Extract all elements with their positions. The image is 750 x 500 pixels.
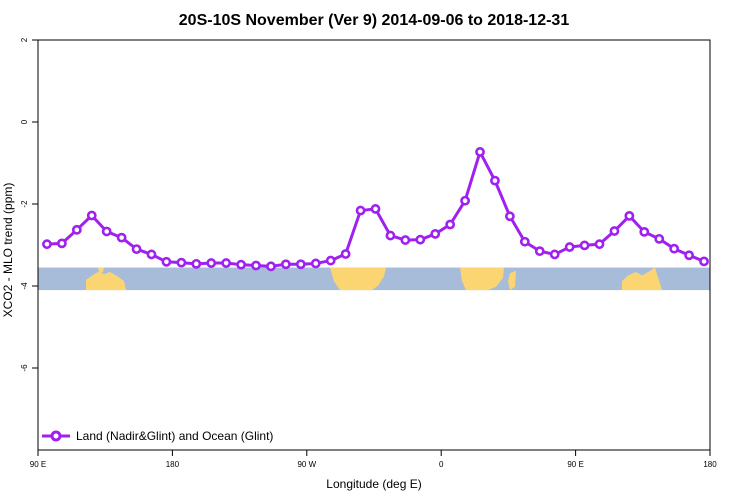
- data-point: [699, 256, 709, 267]
- land-madagascar: [508, 270, 516, 291]
- data-point: [221, 258, 232, 268]
- data-point: [490, 175, 500, 186]
- x-tick-label: 180: [703, 460, 717, 469]
- data-point: [355, 205, 366, 216]
- data-point: [191, 258, 202, 269]
- data-point: [564, 242, 575, 252]
- land-africa: [460, 267, 504, 291]
- data-point: [430, 229, 441, 239]
- legend-label: Land (Nadir&Glint) and Ocean (Glint): [76, 429, 273, 443]
- data-point: [370, 204, 381, 214]
- data-point: [340, 249, 351, 259]
- map-strip: [38, 267, 710, 291]
- data-point: [639, 226, 650, 237]
- data-point: [609, 226, 620, 236]
- data-point: [445, 219, 456, 230]
- data-point: [579, 240, 590, 251]
- data-point: [460, 195, 470, 206]
- legend: Land (Nadir&Glint) and Ocean (Glint): [42, 429, 273, 443]
- chart-title: 20S-10S November (Ver 9) 2014-09-06 to 2…: [179, 12, 570, 29]
- data-point: [325, 255, 336, 266]
- y-tick-label: 2: [20, 37, 29, 42]
- data-point: [654, 233, 665, 244]
- data-point: [504, 211, 515, 222]
- data-point: [176, 257, 187, 268]
- data-point: [684, 250, 694, 261]
- data-point: [56, 238, 67, 249]
- y-tick-label: -4: [20, 282, 29, 290]
- series-layer: [42, 147, 709, 272]
- y-tick-label: -6: [20, 364, 29, 372]
- data-point: [385, 230, 396, 241]
- data-point: [400, 235, 411, 245]
- x-tick-label: 90 W: [297, 460, 316, 469]
- data-point: [266, 261, 276, 272]
- data-point: [624, 210, 635, 221]
- data-point: [101, 226, 112, 237]
- data-point: [415, 234, 426, 245]
- x-tick-label: 0: [439, 460, 444, 469]
- data-point: [161, 256, 172, 267]
- x-axis-label: Longitude (deg E): [326, 477, 421, 491]
- data-point: [295, 259, 306, 270]
- data-point: [131, 244, 142, 254]
- data-point: [146, 249, 157, 260]
- data-point: [86, 210, 97, 221]
- land-australia-2: [622, 267, 662, 291]
- legend-marker: [50, 430, 62, 442]
- data-point: [669, 243, 680, 254]
- land-masses: [86, 267, 662, 291]
- y-axis: 2 0 -2 -4 -6: [20, 37, 38, 372]
- x-tick-label: 180: [166, 460, 180, 469]
- plot-frame: [37, 39, 711, 451]
- land-south-america: [330, 267, 386, 291]
- data-point: [594, 239, 605, 250]
- data-point: [206, 258, 217, 268]
- x-tick-label: 90 E: [567, 460, 583, 469]
- x-axis: 90 E 180 90 W 0 90 E 180: [30, 450, 717, 469]
- y-tick-label: -2: [20, 200, 29, 208]
- x-tick-label: 90 E: [30, 460, 46, 469]
- data-point: [549, 249, 560, 260]
- data-point: [534, 246, 545, 257]
- data-point: [236, 259, 246, 270]
- data-point: [71, 224, 82, 235]
- data-point: [280, 259, 291, 270]
- y-axis-label: XCO2 - MLO trend (ppm): [1, 183, 15, 318]
- data-point: [475, 147, 485, 157]
- y-tick-label: 0: [20, 119, 29, 124]
- land-australia: [86, 270, 126, 291]
- data-point: [310, 258, 321, 269]
- data-point: [519, 236, 530, 247]
- data-point: [42, 239, 52, 250]
- land-australia-islet: [98, 267, 104, 273]
- data-point: [251, 260, 261, 271]
- data-point: [116, 232, 127, 243]
